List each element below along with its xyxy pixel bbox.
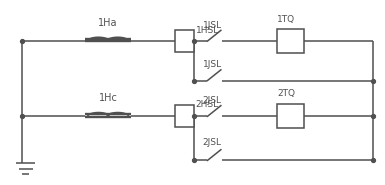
Bar xyxy=(175,30,194,52)
Text: 2JSL: 2JSL xyxy=(203,138,222,147)
Text: 1TQ: 1TQ xyxy=(277,16,295,24)
Text: 2JSL: 2JSL xyxy=(203,96,222,105)
Text: 1JSL: 1JSL xyxy=(203,60,222,68)
Text: 2TQ: 2TQ xyxy=(277,89,295,98)
Text: 1Ha: 1Ha xyxy=(98,18,118,28)
Bar xyxy=(175,105,194,127)
Text: 1Hc: 1Hc xyxy=(99,93,117,103)
Bar xyxy=(277,105,304,128)
Text: 2HSL: 2HSL xyxy=(196,100,219,109)
Text: 1HSL: 1HSL xyxy=(196,26,219,35)
Bar xyxy=(277,29,304,53)
Text: 1JSL: 1JSL xyxy=(203,21,222,30)
